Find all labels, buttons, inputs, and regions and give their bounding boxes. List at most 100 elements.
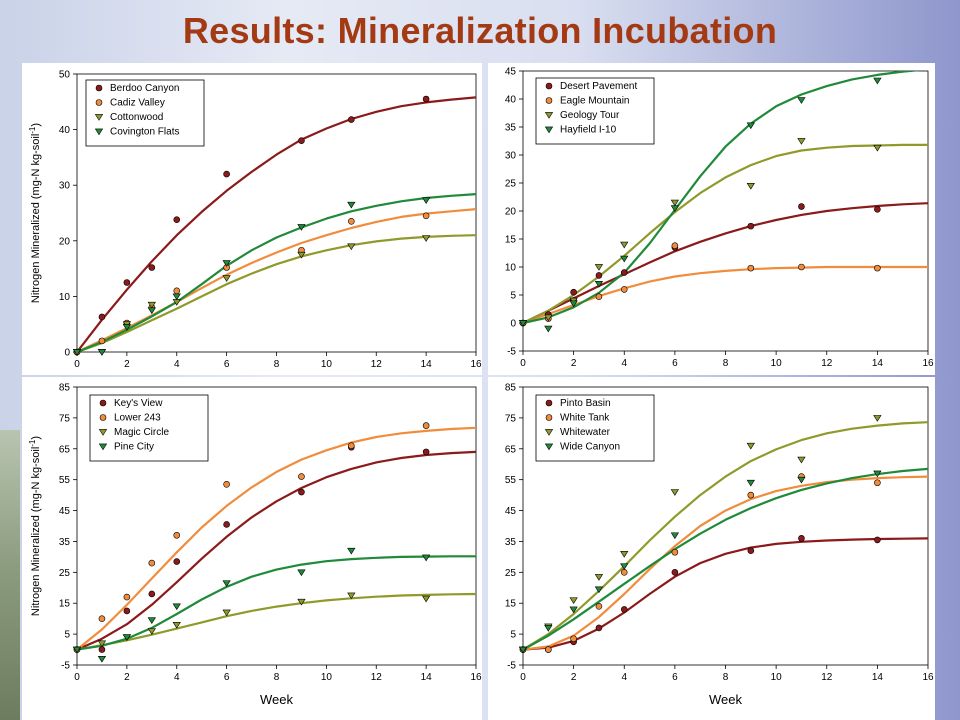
data-point-series-2 [348,442,355,449]
data-point-series-3 [797,456,806,464]
data-point-series-4 [873,470,882,478]
data-point-series-2 [620,286,628,293]
chart-panel-top-right: 0 2 4 6 8 10 12 14 16 -5 0 5 10 15 20 25 30 35 40 45 Desert … [488,63,935,375]
x-tick-label: 14 [421,359,433,370]
data-point-series-2 [545,646,552,653]
y-tick-label: 65 [59,444,71,455]
y-tick-label: 75 [59,413,71,424]
chart-panel-top-left: 0 2 4 6 8 10 12 14 16 0 10 20 30 40 50 Nitrogen Mineral… [22,63,482,375]
legend-label: Covington Flats [110,127,179,138]
data-point-series-4 [746,479,755,487]
data-point-series-2 [98,337,106,345]
data-point-series-3 [421,235,431,242]
data-point-series-4 [297,569,306,577]
y-tick-label: 55 [505,475,517,486]
legend-label: Hayfield I-10 [560,125,617,136]
data-point-series-4 [620,255,629,263]
legend-marker-4 [544,443,554,451]
data-point-series-2 [747,264,755,272]
x-tick-label: 0 [74,359,80,370]
data-point-series-2 [671,242,679,250]
data-point-series-3 [594,264,604,271]
data-point-series-3 [620,241,629,249]
x-tick-label: 2 [124,672,130,683]
y-tick-label: 45 [505,506,517,517]
y-axis-label: Nitrogen Mineralized (mg-N kg-soil-1) [28,123,42,303]
y-tick-label: 25 [505,179,517,190]
data-point-series-1 [874,536,881,544]
fit-curve-2 [523,475,928,651]
x-tick-label: 4 [621,358,627,369]
data-point-series-4 [172,293,181,301]
data-point-series-3 [797,138,806,145]
y-tick-label: 35 [505,537,517,548]
x-tick-label: 16 [922,672,934,683]
legend-label: Cottonwood [110,112,163,123]
chart-top-right: 0 2 4 6 8 10 12 14 16 -5 0 5 10 15 20 25 30 35 40 45 Desert … [505,67,934,370]
data-point-series-1 [223,521,230,528]
data-point-series-1 [223,170,230,178]
data-point-series-3 [172,622,181,629]
fit-curve-2 [77,208,476,352]
y-tick-label: 25 [59,568,71,579]
data-point-series-1 [148,590,156,598]
y-tick-label: 5 [510,291,516,302]
data-point-series-3 [347,243,356,251]
fit-curve-3 [523,143,928,324]
legend-box [89,394,209,462]
fit-curve-4 [523,467,928,651]
y-tick-label: 15 [505,235,517,246]
data-point-series-1 [173,558,181,565]
data-point-series-1 [98,313,106,321]
data-point-series-4 [594,280,604,288]
data-point-series-3 [873,144,882,152]
data-point-series-3 [347,592,356,600]
data-point-series-2 [595,293,603,300]
data-point-series-4 [569,300,578,308]
x-tick-label: 4 [174,672,180,683]
data-point-series-1 [173,216,181,223]
data-point-series-2 [570,635,577,643]
data-point-series-4 [421,197,431,205]
chart-bottom-left: 0 2 4 6 8 10 12 14 16 -5 5 15 25 35 45 55 65 75 85 Nitrogen… [28,383,482,708]
x-tick-label: 10 [321,359,333,370]
legend-marker-2 [95,99,103,106]
x-tick-label: 10 [321,672,333,683]
data-point-series-2 [223,481,230,488]
data-point-series-4 [347,547,356,555]
legend-marker-4 [94,128,104,136]
data-point-series-1 [798,535,805,542]
x-tick-label: 16 [470,672,482,683]
legend-label: Pinto Basin [560,398,611,409]
data-point-series-2 [595,603,603,610]
x-tick-label: 12 [821,672,833,683]
data-point-series-4 [122,324,132,331]
y-tick-label: 0 [64,348,70,359]
fit-curve-1 [523,537,928,651]
data-point-series-3 [746,442,755,450]
data-point-series-1 [747,547,755,555]
data-point-series-4 [670,205,680,213]
data-point-series-4 [421,554,431,562]
y-tick-label: 65 [505,444,517,455]
y-tick-label: 30 [505,151,517,162]
data-point-series-1 [874,206,881,213]
x-tick-label: 16 [470,359,482,370]
data-point-series-4 [297,224,306,231]
data-point-series-2 [173,531,181,539]
data-point-series-3 [620,550,629,558]
fit-curve-1 [523,202,928,324]
data-point-series-2 [422,212,430,220]
data-point-series-2 [148,559,156,567]
x-tick-label: 14 [872,672,884,683]
legend-marker-2 [99,414,107,421]
data-point-series-4 [72,646,82,654]
chart-panel-bottom-right: 0 2 4 6 8 10 12 14 16 -5 5 15 25 35 45 55 65 75 85 Week Pint… [488,377,935,720]
data-point-series-3 [147,301,156,309]
legend-marker-1 [95,84,103,92]
data-point-series-2 [798,263,805,271]
data-point-series-4 [347,201,356,209]
data-point-series-2 [422,422,430,429]
legend-marker-3 [544,429,554,436]
x-tick-label: 12 [371,672,383,683]
